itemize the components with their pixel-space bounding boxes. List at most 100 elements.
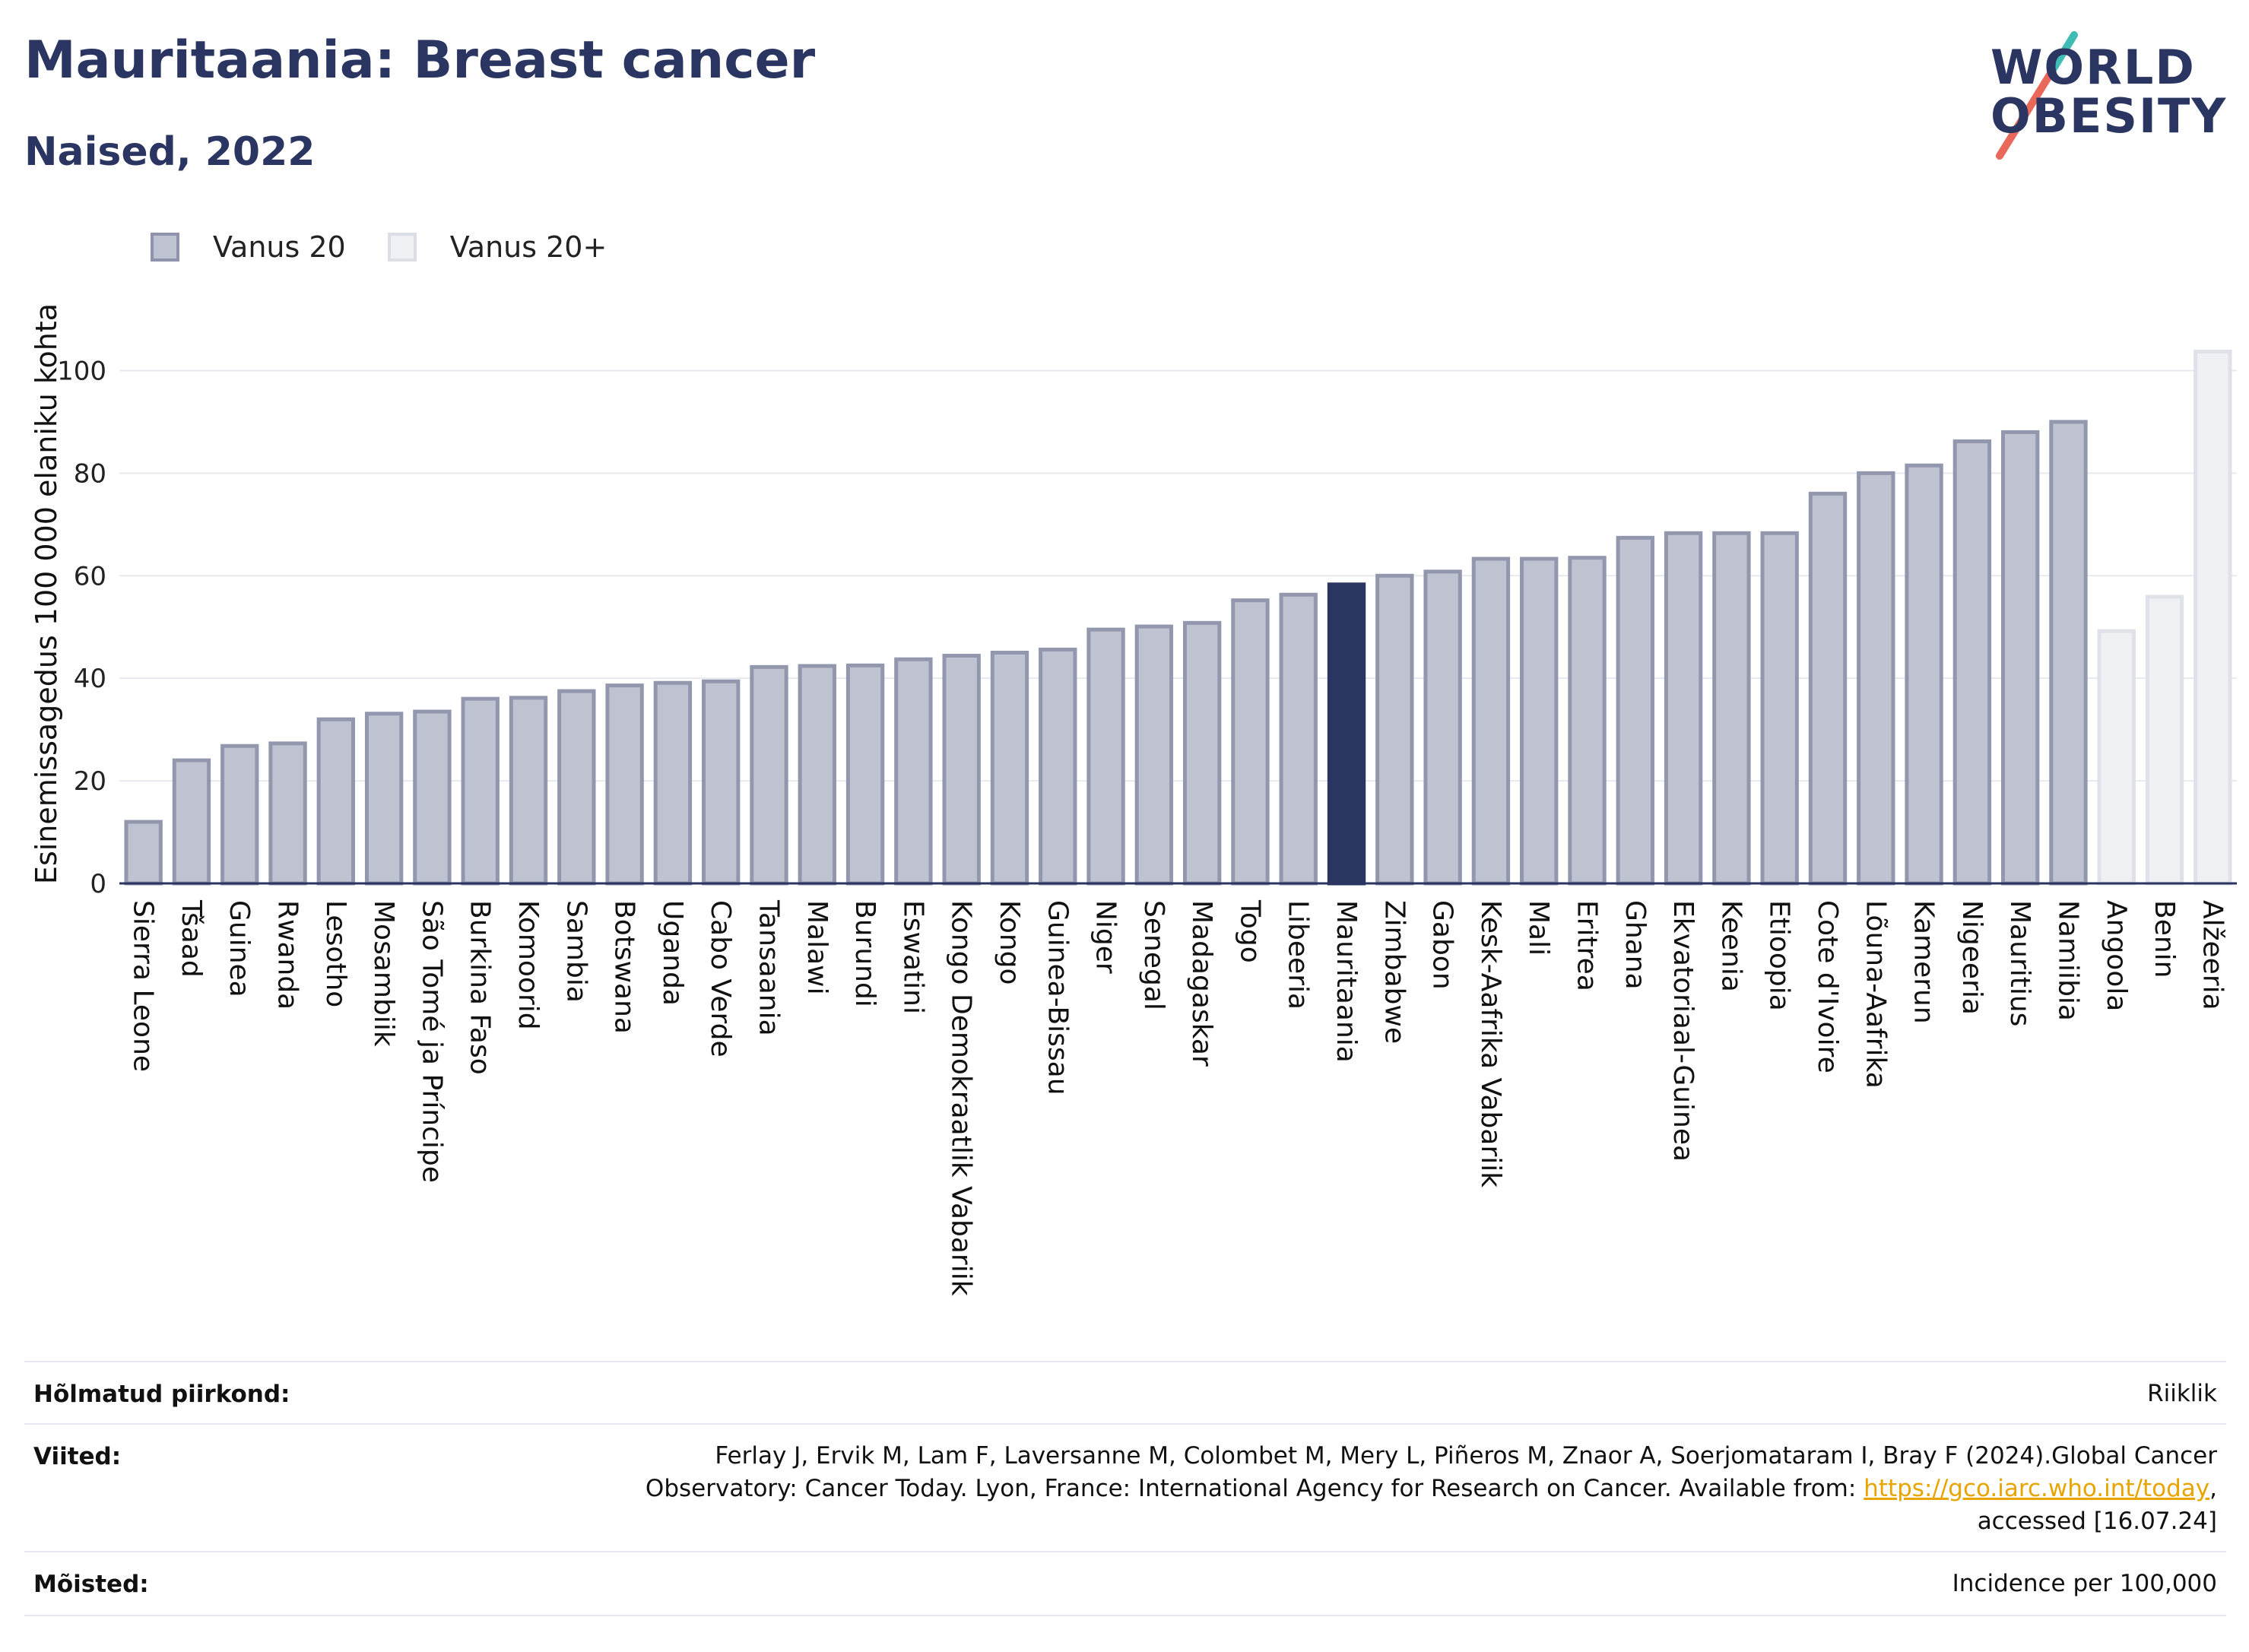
x-tick-label: Togo	[1234, 899, 1265, 963]
bar	[364, 712, 404, 886]
x-tick-label: Ekvatoriaal-Guinea	[1667, 900, 1699, 1162]
bar	[1231, 598, 1270, 886]
y-tick-label: 60	[74, 561, 106, 591]
x-tick-label: Zimbabwe	[1378, 900, 1410, 1044]
bar	[268, 741, 307, 886]
references-line-2: Observatory: Cancer Today. Lyon, France:…	[646, 1473, 2217, 1505]
bar	[1952, 439, 1992, 886]
bar	[1808, 491, 1848, 886]
bar	[605, 683, 644, 886]
y-tick-label: 100	[57, 356, 106, 386]
bar	[1664, 531, 1703, 886]
bar	[990, 650, 1029, 886]
bar	[461, 696, 500, 886]
x-tick-label: Guinea-Bissau	[1042, 900, 1073, 1096]
footer-definitions-value: Incidence per 100,000	[1952, 1570, 2217, 1597]
references-line-2-text: Observatory: Cancer Today. Lyon, France:…	[645, 1475, 1864, 1502]
y-tick-label: 20	[74, 766, 106, 797]
x-tick-label: Kamerun	[1908, 900, 1940, 1024]
x-tick-label: Namiibia	[2052, 900, 2083, 1021]
x-tick-label: Cote d'Ivoire	[1812, 900, 1843, 1073]
footer-region-value: Riiklik	[2147, 1380, 2217, 1407]
x-tick-label: Burkina Faso	[465, 900, 496, 1075]
y-tick-label: 80	[74, 458, 106, 489]
bar	[2193, 349, 2232, 886]
bar	[1375, 573, 1414, 886]
x-tick-label: Sierra Leone	[128, 900, 159, 1072]
x-tick-label: Eswatini	[897, 900, 928, 1014]
x-tick-label: Madagaskar	[1186, 900, 1217, 1067]
bar	[1760, 531, 1799, 886]
bar	[1520, 556, 1559, 886]
footer-region-label: Hõlmatud piirkond:	[33, 1381, 290, 1408]
footer-row-references: Viited: Ferlay J, Ervik M, Lam F, Lavers…	[24, 1423, 2226, 1552]
x-tick-label: São Tomé ja Príncipe	[416, 900, 447, 1183]
legend-label-vanus-20: Vanus 20	[213, 230, 346, 264]
x-tick-label: Keenia	[1715, 900, 1746, 992]
x-tick-label: Alžeeria	[2197, 900, 2228, 1010]
bar	[1471, 556, 1511, 886]
bar	[557, 689, 596, 886]
legend-label-vanus-20-plus: Vanus 20+	[449, 230, 607, 264]
bar	[172, 758, 211, 886]
bar	[1905, 463, 1943, 886]
bar	[220, 744, 259, 886]
bar	[942, 654, 981, 886]
bar	[1616, 535, 1654, 886]
bar	[845, 663, 885, 886]
footer-row-definitions: Mõisted: Incidence per 100,000	[24, 1551, 2226, 1616]
chart-subtitle: Naised, 2022	[24, 129, 316, 175]
y-axis-title: Esinemissagedus 100 000 elaniku kohta	[30, 303, 63, 884]
x-tick-label: Burundi	[849, 900, 880, 1007]
x-tick-label: Gabon	[1427, 900, 1458, 990]
x-tick-label: Tšaad	[176, 899, 207, 978]
bar	[1279, 592, 1318, 886]
x-tick-label: Libeeria	[1283, 900, 1314, 1010]
bar	[1857, 471, 1895, 886]
bar	[1712, 531, 1751, 886]
x-tick-label: Botswana	[609, 900, 640, 1034]
footer-row-region: Hõlmatud piirkond: Riiklik	[24, 1361, 2226, 1425]
x-tick-label: Nigeeria	[1956, 900, 1987, 1015]
x-tick-label: Cabo Verde	[705, 900, 736, 1057]
x-tick-label: Uganda	[657, 900, 688, 1006]
legend-swatch-vanus-20	[151, 233, 179, 262]
bar	[798, 664, 836, 886]
x-tick-label: Benin	[2149, 900, 2180, 978]
footer-definitions-label: Mõisted:	[33, 1571, 149, 1598]
x-tick-label: Komoorid	[512, 900, 544, 1030]
references-line-2-end: ,	[2209, 1475, 2217, 1502]
legend-swatch-vanus-20-plus	[387, 233, 417, 262]
bar	[509, 696, 548, 886]
x-tick-label: Rwanda	[272, 900, 303, 1010]
legend-item-vanus-20[interactable]: Vanus 20	[151, 230, 346, 264]
logo-word-obesity: OBESITY	[1990, 88, 2228, 144]
x-tick-label: Senegal	[1138, 900, 1169, 1010]
bar	[894, 657, 933, 886]
legend-item-vanus-20-plus[interactable]: Vanus 20+	[387, 230, 607, 264]
x-tick-label: Kesk-Aafrika Vabariik	[1475, 900, 1506, 1187]
bar	[653, 680, 693, 886]
bar	[2097, 629, 2136, 886]
references-line-3: accessed [16.07.24]	[1977, 1508, 2217, 1535]
x-tick-label: Etioopia	[1764, 900, 1795, 1011]
x-tick-label: Kongo Demokraatlik Vabariik	[946, 900, 977, 1296]
references-link[interactable]: https://gco.iarc.who.int/today	[1864, 1475, 2210, 1502]
bar	[1134, 624, 1174, 886]
y-tick-label: 40	[74, 664, 106, 694]
x-tick-label: Lesotho	[320, 900, 351, 1007]
chart-title: Mauritaania: Breast cancer	[24, 30, 816, 90]
bar	[316, 717, 356, 886]
x-tick-label: Eritrea	[1572, 900, 1603, 991]
footer-references-text: Ferlay J, Ervik M, Lam F, Laversanne M, …	[646, 1440, 2217, 1538]
world-obesity-logo: WORLD OBESITY	[1984, 30, 2235, 167]
bar	[750, 664, 788, 886]
x-tick-label: Malawi	[801, 900, 833, 995]
bar	[2049, 420, 2088, 886]
bar	[1039, 647, 1077, 886]
bar	[413, 709, 452, 886]
x-tick-label: Tansaania	[753, 899, 784, 1036]
x-tick-label: Mali	[1523, 900, 1554, 956]
x-tick-label: Mauritius	[2004, 900, 2035, 1026]
